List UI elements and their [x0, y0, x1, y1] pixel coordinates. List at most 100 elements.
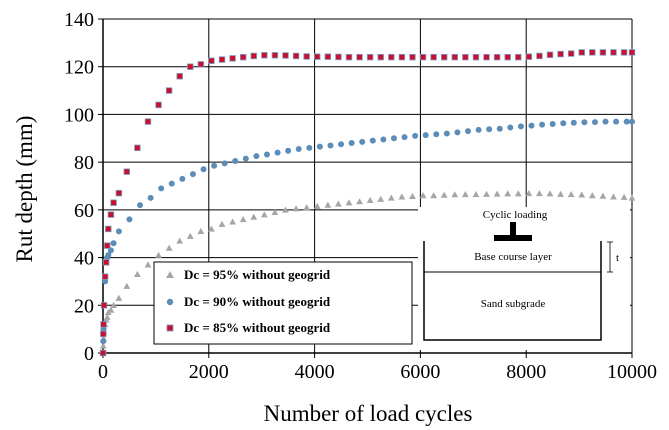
data-point	[525, 189, 533, 197]
data-point	[483, 190, 490, 197]
data-point	[377, 53, 384, 61]
legend-label: Dc = 95% without geogrid	[184, 267, 331, 282]
data-point	[324, 53, 332, 60]
data-point	[629, 118, 635, 125]
data-point	[359, 138, 366, 145]
data-point	[314, 53, 321, 60]
legend-label: Dc = 90% without geogrid	[184, 294, 331, 309]
data-point	[107, 211, 115, 218]
subgrade-label: Sand subgrade	[481, 298, 546, 310]
data-point	[189, 171, 196, 178]
y-tick-label: 140	[64, 9, 94, 31]
y-tick-label: 40	[74, 248, 94, 270]
data-point	[103, 313, 111, 320]
data-point	[221, 160, 228, 167]
data-point	[504, 190, 512, 197]
test-box	[423, 241, 602, 341]
legend-marker-triangle	[166, 271, 174, 278]
data-point	[454, 129, 461, 136]
data-point	[356, 198, 363, 205]
data-point	[271, 52, 279, 59]
data-point	[536, 189, 543, 197]
legend-marker-square	[166, 324, 174, 332]
data-point	[557, 190, 564, 197]
data-point	[200, 166, 207, 173]
x-tick-label: 10000	[607, 361, 657, 383]
data-point	[187, 63, 194, 70]
data-point	[133, 270, 141, 277]
data-point	[105, 225, 112, 233]
data-point	[475, 126, 482, 133]
data-point	[168, 180, 175, 187]
data-point	[602, 118, 609, 125]
data-point	[263, 151, 270, 158]
data-point	[123, 282, 131, 289]
data-point	[546, 51, 554, 58]
data-point	[261, 52, 268, 59]
data-point	[486, 126, 493, 133]
data-point	[610, 193, 617, 200]
data-point	[557, 50, 564, 58]
data-point	[451, 191, 459, 198]
series-circle	[100, 118, 635, 356]
data-point	[303, 204, 311, 211]
data-point	[295, 146, 302, 153]
data-point	[100, 321, 107, 328]
y-tick-label: 80	[74, 152, 94, 174]
data-point	[567, 50, 575, 57]
data-point	[165, 244, 173, 251]
data-point	[105, 252, 112, 259]
data-point	[398, 193, 406, 200]
data-point	[369, 137, 376, 144]
legend: Dc = 95% without geogrid Dc = 90% withou…	[153, 261, 413, 345]
data-point	[102, 278, 109, 285]
data-point	[589, 49, 596, 56]
y-tick-label: 0	[84, 343, 94, 365]
data-point	[260, 211, 268, 218]
data-point	[514, 190, 522, 197]
y-tick-label: 120	[64, 57, 94, 79]
load-stem	[510, 222, 516, 236]
data-point	[292, 52, 300, 60]
data-point	[440, 191, 448, 198]
data-point	[387, 194, 395, 201]
y-tick-label: 100	[64, 104, 94, 126]
data-point	[100, 330, 107, 338]
data-point	[419, 192, 427, 199]
data-point	[115, 228, 122, 235]
data-point	[430, 53, 437, 61]
data-point	[348, 140, 355, 147]
data-point	[483, 53, 490, 61]
data-point	[229, 218, 237, 225]
data-point	[211, 162, 218, 169]
data-point	[104, 242, 111, 249]
data-point	[412, 132, 419, 139]
data-point	[102, 259, 110, 266]
data-point	[137, 202, 144, 209]
data-point	[115, 189, 123, 197]
legend-entry-2: Dc = 90% without geogrid	[166, 294, 331, 309]
data-point	[507, 124, 514, 131]
data-point	[380, 136, 387, 143]
data-point	[147, 194, 154, 201]
data-point	[628, 49, 636, 56]
data-point	[628, 194, 636, 201]
data-point	[176, 73, 183, 80]
inset-title: Cyclic loading	[483, 209, 548, 221]
data-point	[390, 135, 397, 142]
data-point	[613, 118, 620, 125]
data-point	[398, 53, 406, 61]
legend-entry-1: Dc = 95% without geogrid	[166, 267, 331, 282]
data-point	[144, 118, 152, 125]
data-point	[591, 119, 598, 126]
data-point	[549, 120, 556, 127]
data-point	[313, 202, 321, 209]
data-point	[165, 87, 173, 94]
data-point	[335, 53, 342, 61]
data-point	[271, 208, 279, 215]
data-point	[179, 175, 186, 182]
data-point	[462, 53, 469, 61]
data-point	[316, 143, 323, 150]
data-point	[461, 190, 469, 198]
data-point	[208, 57, 215, 64]
